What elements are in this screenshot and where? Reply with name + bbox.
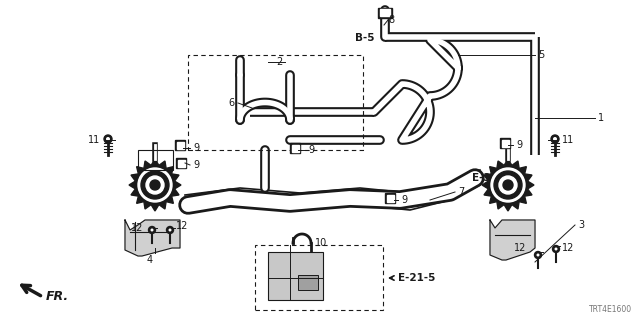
Bar bbox=[177, 159, 184, 166]
Bar bbox=[385, 193, 395, 203]
Polygon shape bbox=[125, 220, 180, 256]
Text: 1: 1 bbox=[598, 113, 604, 123]
Circle shape bbox=[148, 227, 156, 234]
Text: 4: 4 bbox=[147, 255, 153, 265]
Circle shape bbox=[554, 247, 557, 251]
Circle shape bbox=[146, 176, 164, 194]
Circle shape bbox=[494, 171, 522, 199]
Bar bbox=[176, 158, 186, 168]
Bar bbox=[138, 150, 173, 170]
Text: 9: 9 bbox=[193, 160, 199, 170]
Circle shape bbox=[166, 227, 173, 234]
Text: 12: 12 bbox=[176, 221, 188, 231]
Text: TRT4E1600: TRT4E1600 bbox=[589, 306, 632, 315]
Circle shape bbox=[553, 137, 557, 141]
Circle shape bbox=[536, 253, 540, 257]
Circle shape bbox=[150, 228, 154, 231]
Circle shape bbox=[499, 176, 517, 194]
Bar bbox=[291, 145, 298, 151]
Text: E-21-5: E-21-5 bbox=[398, 273, 435, 283]
Circle shape bbox=[534, 252, 541, 259]
Bar bbox=[387, 195, 394, 202]
Bar bbox=[188, 55, 363, 150]
Circle shape bbox=[552, 245, 559, 252]
Bar bbox=[255, 245, 383, 310]
Text: 9: 9 bbox=[401, 195, 407, 205]
Circle shape bbox=[106, 137, 110, 141]
Text: 3: 3 bbox=[578, 220, 584, 230]
Text: E-3: E-3 bbox=[472, 173, 491, 183]
Text: 12: 12 bbox=[131, 223, 143, 233]
Text: 8: 8 bbox=[388, 15, 394, 25]
Bar bbox=[175, 140, 185, 150]
Text: 10: 10 bbox=[315, 238, 327, 248]
Text: 7: 7 bbox=[458, 187, 464, 197]
Circle shape bbox=[551, 135, 559, 143]
Polygon shape bbox=[482, 159, 534, 211]
Bar bbox=[268, 252, 323, 300]
Text: 11: 11 bbox=[88, 135, 100, 145]
Bar bbox=[378, 8, 392, 18]
Bar bbox=[290, 143, 300, 153]
Text: B-5: B-5 bbox=[355, 33, 374, 43]
Text: 6: 6 bbox=[228, 98, 234, 108]
Text: 12: 12 bbox=[562, 243, 574, 253]
Circle shape bbox=[491, 168, 525, 202]
Polygon shape bbox=[129, 159, 181, 211]
Bar bbox=[500, 138, 510, 148]
Circle shape bbox=[168, 228, 172, 231]
Bar bbox=[380, 9, 390, 16]
Text: 11: 11 bbox=[562, 135, 574, 145]
Text: 12: 12 bbox=[514, 243, 526, 253]
Bar bbox=[177, 141, 184, 148]
Text: 9: 9 bbox=[308, 145, 314, 155]
Circle shape bbox=[138, 168, 172, 202]
Text: 9: 9 bbox=[516, 140, 522, 150]
Text: 2: 2 bbox=[276, 57, 282, 67]
Bar bbox=[502, 140, 509, 147]
Text: FR.: FR. bbox=[46, 291, 69, 303]
Circle shape bbox=[104, 135, 112, 143]
Circle shape bbox=[150, 180, 160, 190]
Circle shape bbox=[141, 171, 169, 199]
Circle shape bbox=[503, 180, 513, 190]
Bar bbox=[298, 275, 318, 290]
Polygon shape bbox=[490, 220, 535, 260]
Text: 5: 5 bbox=[538, 50, 544, 60]
Text: 9: 9 bbox=[193, 143, 199, 153]
